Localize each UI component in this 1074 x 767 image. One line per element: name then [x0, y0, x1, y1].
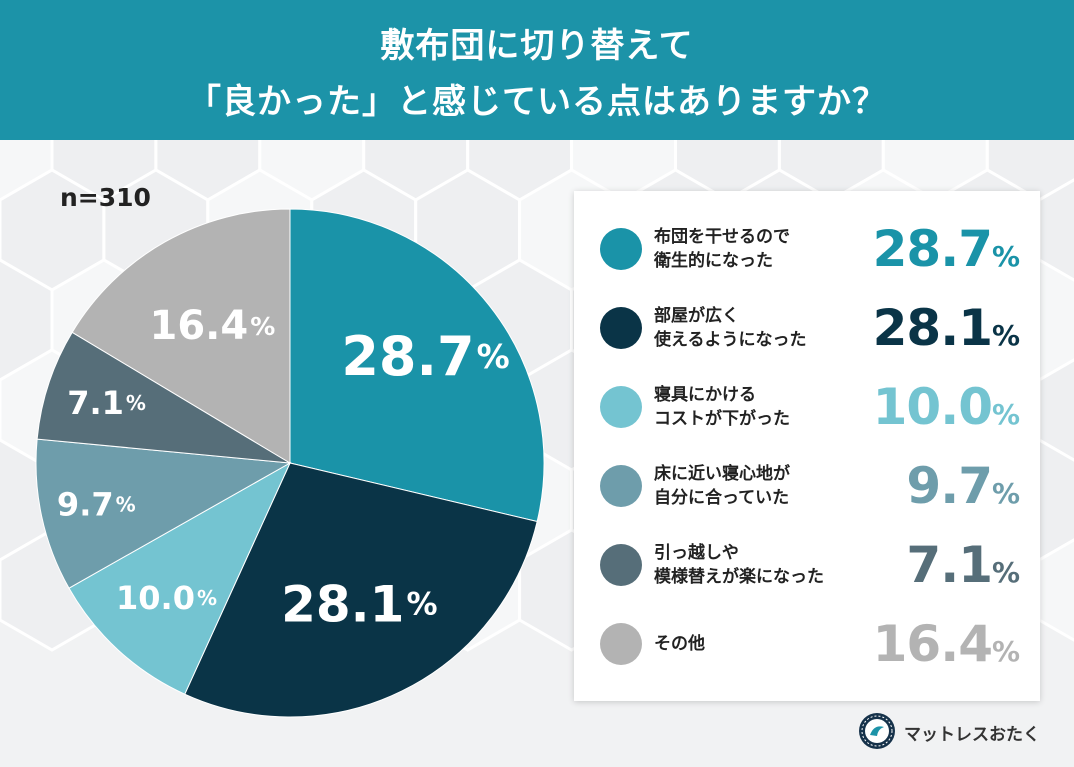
legend-item: その他 16.4%: [574, 604, 1040, 684]
legend-swatch: [600, 623, 642, 665]
legend-value-unit: %: [991, 477, 1020, 510]
brand-name: マットレスおたく: [904, 725, 1040, 745]
pie-slice-label-unit: %: [406, 586, 437, 622]
legend-swatch: [600, 465, 642, 507]
pie-slice-label-value: 9.7: [57, 485, 114, 523]
pie-slice: [289, 208, 545, 523]
title-line-2: 「良かった」と感じている点はありますか？: [187, 82, 887, 122]
legend-item: 引っ越しや 模様替えが楽になった 7.1%: [574, 525, 1040, 605]
pie-slice: [35, 438, 292, 589]
legend-label: その他: [654, 634, 705, 654]
legend-value-unit: %: [991, 398, 1020, 431]
pie-slice-label-unit: %: [126, 391, 146, 415]
legend-panel: 布団を干せるので 衛生的になった 28.7% 部屋が広く 使えるようになった 28.1…: [574, 191, 1040, 701]
legend-swatch: [600, 307, 642, 349]
legend-value: 28.7: [872, 220, 993, 278]
legend-value-unit: %: [991, 319, 1020, 352]
legend-item: 床に近い寝心地が 自分に合っていた 9.7%: [574, 446, 1040, 526]
pie-slice-label: 10.0%: [116, 579, 217, 617]
legend-item: 寝具にかける コストが下がった 10.0%: [574, 367, 1040, 447]
title-line-1: 敷布団に切り替えて: [380, 26, 694, 66]
legend-value: 9.7: [906, 457, 993, 515]
legend-swatch: [600, 228, 642, 270]
sample-size: n=310: [60, 183, 151, 212]
pie-slice-label-value: 10.0: [116, 579, 195, 617]
pie-slice-label-unit: %: [477, 336, 510, 375]
pie-chart: 28.7%28.1%10.0 %9.7 %7.1 %16.4%: [35, 208, 545, 718]
pie-slice-label-unit: %: [116, 492, 136, 516]
pie-slice-label: 16.4%: [150, 303, 276, 349]
legend-swatch: [600, 386, 642, 428]
legend-label: 寝具にかける コストが下がった: [654, 385, 790, 429]
pie-slice: [68, 461, 292, 695]
pie-slice-label-unit: %: [250, 312, 275, 341]
title-banner: 敷布団に切り替えて 「良かった」と感じている点はありますか？: [0, 0, 1074, 140]
pie-slice-label-value: 16.4: [150, 303, 249, 349]
legend-value: 7.1: [906, 536, 993, 594]
brand-logo-icon: [859, 713, 895, 749]
pie-slice-label-value: 28.1: [281, 575, 404, 633]
pie-slice-label: 28.7%: [341, 324, 509, 387]
legend-item: 部屋が広く 使えるようになった 28.1%: [574, 288, 1040, 368]
pie-slice-label-value: 7.1: [67, 384, 124, 422]
pie-slice: [184, 462, 538, 718]
pie-slice: [71, 208, 291, 464]
pie-slice-label-unit: %: [197, 586, 217, 610]
legend-value-unit: %: [991, 635, 1020, 668]
pie-slice-label: 28.1%: [281, 575, 437, 633]
legend-swatch: [600, 544, 642, 586]
pie-slice-label-value: 28.7: [341, 324, 474, 387]
legend-value-unit: %: [991, 240, 1020, 273]
legend-label: 部屋が広く 使えるようになった: [654, 306, 807, 350]
legend-value-unit: %: [991, 556, 1020, 589]
legend-label: 床に近い寝心地が 自分に合っていた: [654, 464, 790, 508]
legend-label: 引っ越しや 模様替えが楽になった: [654, 543, 824, 587]
legend-label: 布団を干せるので 衛生的になった: [654, 227, 790, 271]
pie-slice-label: 9.7%: [57, 485, 136, 523]
pie-slice: [36, 331, 291, 464]
legend-value: 16.4: [872, 615, 993, 673]
legend-item: 布団を干せるので 衛生的になった 28.7%: [574, 209, 1040, 289]
legend-value: 28.1: [872, 299, 993, 357]
legend-value: 10.0: [872, 378, 993, 436]
pie-slice-label: 7.1%: [67, 384, 146, 422]
